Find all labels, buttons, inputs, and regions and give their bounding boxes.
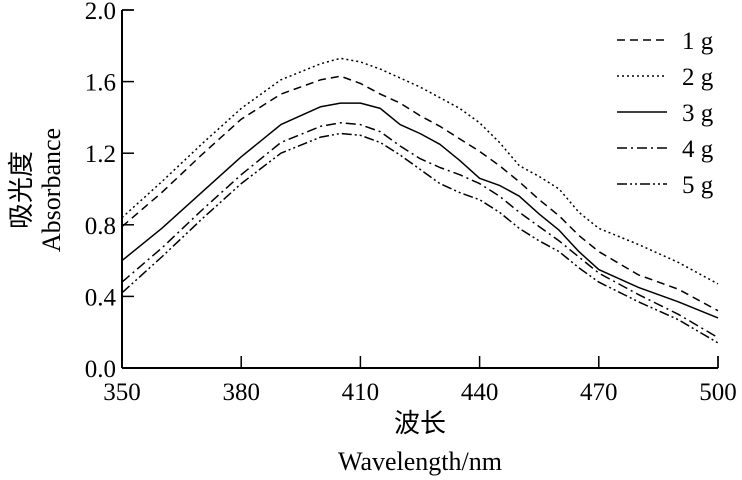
series-line-5 xyxy=(121,132,719,344)
y-tick-label: 1.6 xyxy=(85,70,116,97)
legend: 1 g 2 g 3 g 4 g 5 g xyxy=(617,28,714,199)
legend-label-1: 1 g xyxy=(682,28,714,55)
y-axis-label: Absorbance xyxy=(37,128,66,252)
legend-label-5: 5 g xyxy=(682,172,714,199)
x-tick-label: 500 xyxy=(699,379,737,406)
y-tick-label: 0.4 xyxy=(85,284,117,311)
y-axis-label-cn: 吸光度 xyxy=(7,151,36,229)
x-tick-label: 350 xyxy=(103,379,141,406)
x-tick-label: 440 xyxy=(461,379,499,406)
y-tick-label: 0.8 xyxy=(85,213,116,240)
series-lines xyxy=(121,57,719,344)
y-ticks: 0.0 0.4 0.8 1.2 1.6 2.0 xyxy=(85,0,134,383)
x-axis-label: Wavelength/nm xyxy=(338,447,502,476)
legend-label-4: 4 g xyxy=(682,136,714,163)
series-line-1 xyxy=(121,75,719,312)
y-tick-label: 2.0 xyxy=(85,0,116,25)
x-tick-label: 410 xyxy=(342,379,380,406)
x-tick-label: 470 xyxy=(580,379,618,406)
y-tick-label: 0.0 xyxy=(85,356,116,383)
x-tick-label: 380 xyxy=(222,379,260,406)
legend-label-2: 2 g xyxy=(682,64,714,91)
series-line-4 xyxy=(121,122,719,339)
plot-area: 350 380 410 440 470 500 0.0 0.4 0.8 1.2 1.6 2.0 xyxy=(85,0,737,406)
legend-label-3: 3 g xyxy=(682,100,714,127)
series-line-2 xyxy=(121,57,719,285)
series-line-3 xyxy=(121,102,719,319)
y-tick-label: 1.2 xyxy=(85,141,116,168)
x-axis-label-cn: 波长 xyxy=(394,409,446,438)
x-ticks: 350 380 410 440 470 500 xyxy=(103,356,737,406)
